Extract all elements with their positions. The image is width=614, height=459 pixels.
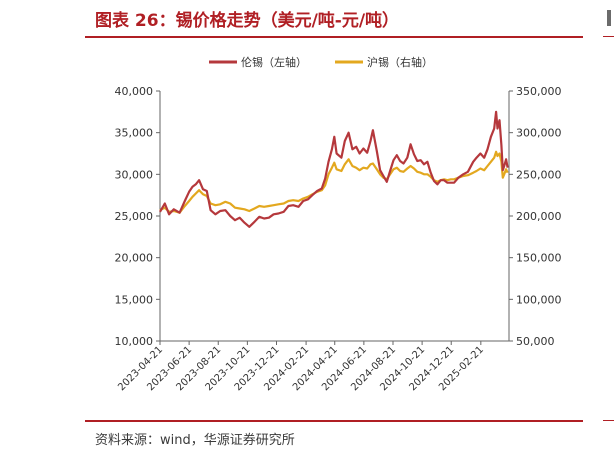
series-layer [159,110,509,228]
right-axis-tick-label: 300,000 [516,127,562,140]
left-axis-tick-label: 15,000 [115,293,154,306]
chart-title: 图表 26：锡价格走势（美元/吨-元/吨） [95,11,400,31]
right-axis-tick-label: 100,000 [516,293,562,306]
left-axis-tick-label: 40,000 [115,85,154,98]
next-panel-footer-divider [603,420,614,421]
left-axis-tick-label: 20,000 [115,252,154,265]
right-axis-tick-label: 150,000 [516,252,562,265]
series-line-lme-tin [159,110,509,228]
right-axis-tick-label: 350,000 [516,85,562,98]
legend: 伦锡（左轴） 沪锡（右轴） [209,55,433,69]
axes: 10,000 15,000 20,000 25,000 30,000 35,000 40,0… [115,85,562,393]
left-axis-tick-label: 25,000 [115,210,154,223]
footer-divider [85,420,583,422]
left-axis-tick-label: 35,000 [115,127,154,140]
source-note: 资料来源：wind，华源证券研究所 [95,433,295,448]
left-axis-tick-label: 10,000 [115,335,154,348]
left-axis-tick-label: 30,000 [115,168,154,181]
right-axis-tick-label: 250,000 [516,168,562,181]
next-panel-edge-marker [607,10,611,26]
legend-label-lme-tin: 伦锡（左轴） [241,55,307,69]
right-axis-tick-label: 200,000 [516,210,562,223]
right-axis-tick-label: 50,000 [516,335,555,348]
legend-label-shfe-tin: 沪锡（右轴） [367,55,433,69]
tin-price-chart: 伦锡（左轴） 沪锡（右轴） 10,000 15,000 20,000 25,000 30… [115,55,562,393]
next-panel-edge-divider [603,36,614,37]
title-divider [85,36,583,38]
series-line-shfe-tin [159,150,509,214]
